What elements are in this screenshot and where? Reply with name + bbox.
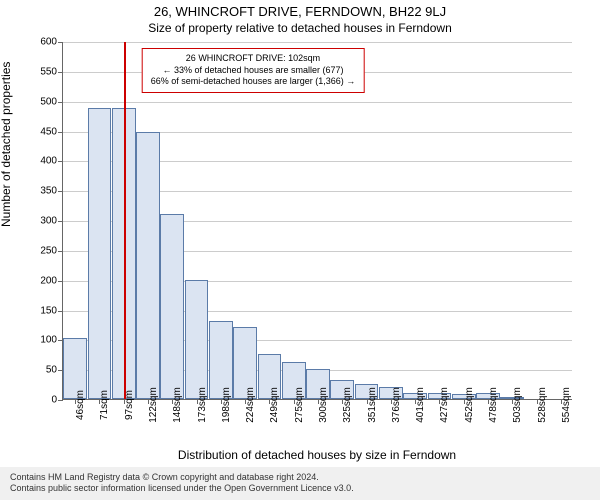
ytick-label: 500 [40,96,57,107]
ytick-mark [58,132,63,133]
xtick-label: 275sqm [294,387,305,423]
xtick-label: 554sqm [561,387,572,423]
xtick-label: 249sqm [269,387,280,423]
ytick-mark [58,72,63,73]
ytick-label: 450 [40,126,57,137]
xtick-label: 122sqm [148,387,159,423]
ytick-mark [58,311,63,312]
address-title: 26, WHINCROFT DRIVE, FERNDOWN, BH22 9LJ [0,0,600,19]
ytick-label: 150 [40,305,57,316]
annotation-line: 66% of semi-detached houses are larger (… [151,76,356,88]
ytick-label: 0 [51,395,57,406]
xtick-label: 528sqm [537,387,548,423]
xtick-label: 198sqm [221,387,232,423]
ytick-label: 200 [40,275,57,286]
xtick-label: 71sqm [99,390,110,420]
annotation-line: 26 WHINCROFT DRIVE: 102sqm [151,53,356,65]
footer: Contains HM Land Registry data © Crown c… [0,467,600,500]
ytick-mark [58,191,63,192]
xtick-label: 148sqm [172,387,183,423]
chart-plot-area: 05010015020025030035040045050055060046sq… [62,42,572,400]
ytick-mark [58,102,63,103]
xtick-label: 351sqm [367,387,378,423]
annotation-box: 26 WHINCROFT DRIVE: 102sqm← 33% of detac… [142,48,365,93]
ytick-label: 600 [40,37,57,48]
footer-line2: Contains public sector information licen… [10,483,590,495]
ytick-label: 350 [40,186,57,197]
histogram-bar [160,214,184,399]
ytick-mark [58,400,63,401]
footer-line1: Contains HM Land Registry data © Crown c… [10,472,590,484]
x-axis-label: Distribution of detached houses by size … [62,448,572,462]
ytick-mark [58,42,63,43]
histogram-bar [185,280,209,399]
ytick-label: 400 [40,156,57,167]
histogram-bar [136,132,160,399]
xtick-label: 325sqm [342,387,353,423]
xtick-label: 452sqm [464,387,475,423]
ytick-mark [58,161,63,162]
subtitle: Size of property relative to detached ho… [0,19,600,35]
gridline [63,42,572,43]
xtick-label: 300sqm [318,387,329,423]
property-marker-line [124,42,126,399]
ytick-label: 50 [46,365,57,376]
ytick-label: 550 [40,66,57,77]
histogram-bar [88,108,112,399]
xtick-label: 376sqm [391,387,402,423]
ytick-mark [58,281,63,282]
gridline [63,102,572,103]
xtick-label: 224sqm [245,387,256,423]
y-axis-label: Number of detached properties [0,215,13,227]
xtick-label: 427sqm [439,387,450,423]
ytick-label: 300 [40,216,57,227]
xtick-label: 503sqm [512,387,523,423]
xtick-label: 46sqm [75,390,86,420]
ytick-label: 100 [40,335,57,346]
annotation-line: ← 33% of detached houses are smaller (67… [151,65,356,77]
ytick-label: 250 [40,245,57,256]
ytick-mark [58,251,63,252]
xtick-label: 173sqm [197,387,208,423]
xtick-label: 478sqm [488,387,499,423]
ytick-mark [58,221,63,222]
xtick-label: 401sqm [415,387,426,423]
